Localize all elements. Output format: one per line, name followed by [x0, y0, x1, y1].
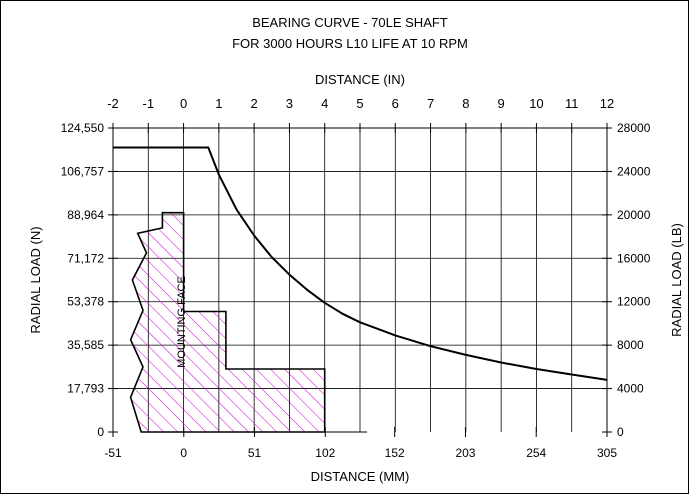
chart-title: BEARING CURVE - 70LE SHAFT	[252, 15, 448, 30]
top-tick-label: 0	[180, 96, 187, 111]
shaft-section-outline	[129, 211, 326, 433]
bottom-tick-label: 51	[248, 446, 262, 460]
top-tick-label: 5	[356, 96, 363, 111]
bottom-tick-label: 203	[455, 446, 475, 460]
bottom-tick-label: 102	[315, 446, 335, 460]
right-tick-label: 8000	[617, 338, 644, 352]
top-tick-label: 12	[600, 96, 614, 111]
top-tick-label: 4	[321, 96, 328, 111]
top-tick-label: -2	[107, 96, 119, 111]
right-tick-label: 28000	[617, 121, 651, 135]
top-tick-label: 11	[565, 96, 579, 111]
right-tick-label: 12000	[617, 295, 651, 309]
axes: -2 -1 0 1 2 3 4 5 6 7 8 9 10 11 12-51 0 51 102 152 203 254 30…	[61, 96, 651, 460]
top-tick-label: -1	[143, 96, 155, 111]
left-tick-label: 88,964	[67, 208, 104, 222]
top-tick-label: 8	[462, 96, 469, 111]
top-axis-label: DISTANCE (IN)	[315, 72, 405, 87]
bottom-tick-label: 0	[180, 446, 187, 460]
bottom-tick-label: 305	[597, 446, 617, 460]
bearing-curve-line	[113, 146, 608, 381]
left-tick-label: 124,550	[61, 121, 105, 135]
right-tick-label: 16000	[617, 251, 651, 265]
top-tick-label: 3	[286, 96, 293, 111]
top-tick-label: 7	[427, 96, 434, 111]
chart-subtitle: FOR 3000 HOURS L10 LIFE AT 10 RPM	[232, 36, 468, 51]
mounting-face-label: MOUNTING FACE	[176, 276, 188, 368]
left-tick-label: 71,172	[67, 251, 104, 265]
bottom-axis-label: DISTANCE (MM)	[311, 469, 410, 484]
right-axis-label: RADIAL LOAD (LB)	[669, 223, 684, 337]
right-tick-label: 20000	[617, 208, 651, 222]
left-tick-label: 17,793	[67, 382, 104, 396]
left-axis-label: RADIAL LOAD (N)	[28, 226, 43, 333]
top-tick-label: 2	[251, 96, 258, 111]
series-line	[113, 146, 608, 381]
bottom-tick-label: 254	[526, 446, 546, 460]
top-tick-label: 9	[498, 96, 505, 111]
top-tick-label: 10	[529, 96, 543, 111]
left-tick-label: 35,585	[67, 338, 104, 352]
right-tick-label: 0	[617, 425, 624, 439]
bottom-tick-label: -51	[104, 446, 122, 460]
top-tick-label: 6	[392, 96, 399, 111]
left-tick-label: 0	[97, 425, 104, 439]
right-tick-label: 4000	[617, 382, 644, 396]
bottom-tick-label: 152	[385, 446, 405, 460]
top-tick-label: 1	[215, 96, 222, 111]
right-tick-label: 24000	[617, 164, 651, 178]
left-tick-label: 106,757	[61, 164, 105, 178]
left-tick-label: 53,378	[67, 295, 104, 309]
